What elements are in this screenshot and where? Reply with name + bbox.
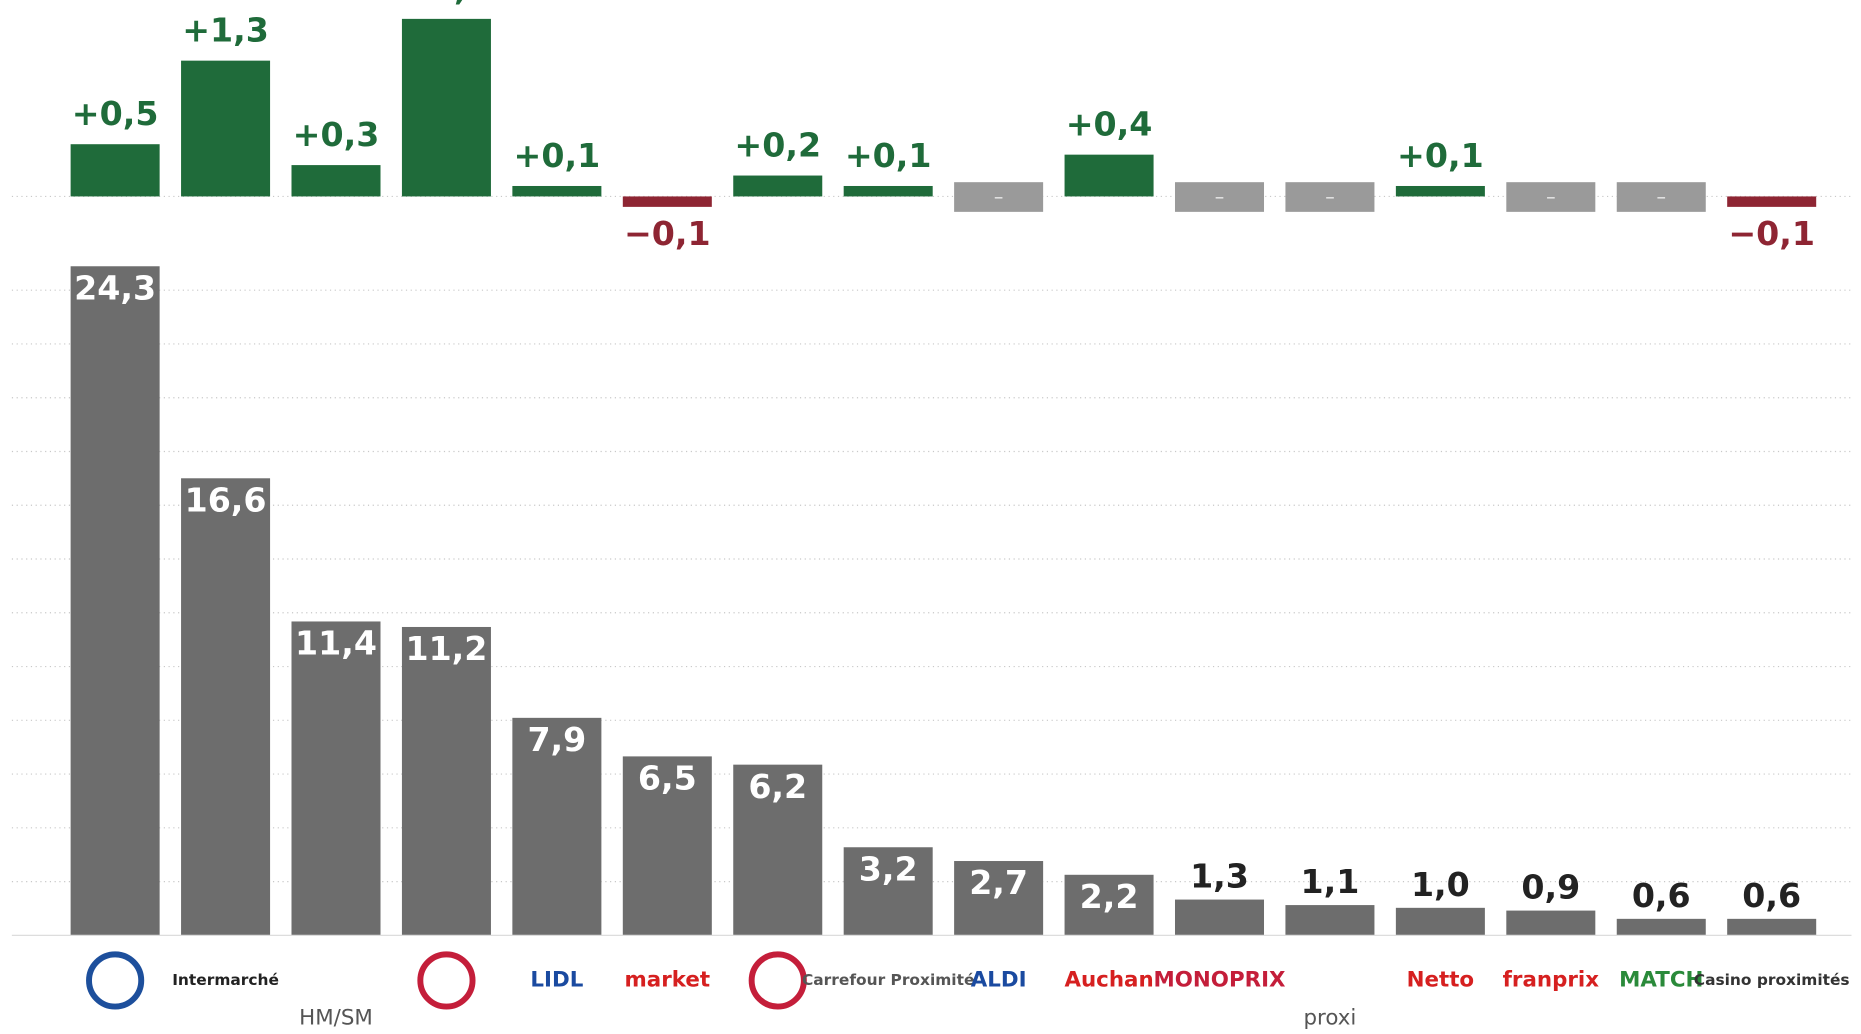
value-label: 24,3 (74, 269, 156, 308)
value-label: 1,3 (1190, 857, 1249, 896)
value-label: +0,1 (1397, 136, 1484, 175)
bar (843, 847, 933, 936)
category-label: proxi (1304, 1005, 1357, 1030)
logo (417, 951, 476, 1010)
bar (70, 144, 160, 197)
bar (622, 196, 712, 207)
bar (1616, 918, 1706, 936)
value-label: 2,2 (1080, 877, 1139, 916)
bar (733, 764, 823, 936)
category-label: Casino proximités (1694, 971, 1850, 989)
value-label: 0,6 (1742, 876, 1801, 915)
bar (512, 717, 602, 936)
bar (1395, 185, 1485, 197)
value-label: 11,4 (295, 624, 377, 663)
value-label: 6,2 (748, 767, 807, 806)
bar (733, 175, 823, 197)
bar (291, 621, 381, 936)
value-label: +0,1 (514, 136, 601, 175)
value-label: 3,2 (859, 849, 918, 888)
bar (291, 165, 381, 197)
bar (954, 861, 1044, 936)
value-label: +0,2 (734, 126, 821, 165)
value-label: −0,1 (1728, 214, 1815, 253)
bar (843, 185, 933, 197)
bar (1285, 182, 1375, 212)
category-label: MATCH (1619, 967, 1703, 992)
bar (954, 182, 1044, 212)
value-label: +1,7 (403, 0, 490, 8)
bar (181, 60, 271, 197)
bar (181, 478, 271, 936)
bar (1174, 182, 1265, 212)
value-label: 0,6 (1632, 876, 1691, 915)
value-label: +0,4 (1066, 105, 1153, 144)
bar (401, 626, 491, 936)
value-label: 2,7 (969, 863, 1028, 902)
value-label: 11,2 (405, 629, 487, 668)
logo (86, 951, 145, 1010)
value-label: 0,9 (1521, 868, 1580, 907)
value-label: – (1546, 186, 1555, 208)
value-label: – (1215, 186, 1224, 208)
value-label: +0,5 (72, 94, 159, 133)
bar (70, 266, 160, 936)
bar (1064, 874, 1154, 936)
bar (1727, 918, 1817, 936)
bar (1616, 182, 1706, 212)
value-label: +1,3 (182, 11, 269, 50)
bar (1285, 905, 1375, 936)
value-label: −0,1 (624, 214, 711, 253)
value-label: – (994, 186, 1003, 208)
value-label: 6,5 (638, 759, 697, 798)
value-label: +0,3 (293, 115, 380, 154)
bar (1395, 907, 1485, 936)
value-label: 16,6 (185, 481, 267, 520)
category-label: market (625, 967, 711, 992)
category-label: Netto (1407, 967, 1474, 992)
category-label: MONOPRIX (1154, 967, 1286, 992)
category-label: LIDL (530, 967, 583, 992)
category-label: HM/SM (299, 1005, 373, 1030)
bar (1174, 899, 1265, 936)
bar (512, 185, 602, 197)
bar (622, 756, 712, 936)
category-label: franprix (1503, 967, 1600, 992)
category-label: Intermarché (172, 971, 279, 989)
bar (401, 18, 491, 197)
value-label: +0,1 (845, 136, 932, 175)
bar (1727, 196, 1817, 207)
value-label: – (1657, 186, 1666, 208)
bar (1506, 910, 1596, 936)
value-label: 1,1 (1301, 862, 1360, 901)
category-label: ALDI (971, 967, 1027, 992)
category-label: Carrefour Proximité (802, 971, 974, 989)
value-label: 1,0 (1411, 865, 1470, 904)
category-label: Auchan (1064, 967, 1153, 992)
value-label: – (1325, 186, 1334, 208)
logo (748, 951, 807, 1010)
bar (1064, 154, 1154, 197)
bar (1506, 182, 1596, 212)
value-label: 7,9 (527, 720, 586, 759)
